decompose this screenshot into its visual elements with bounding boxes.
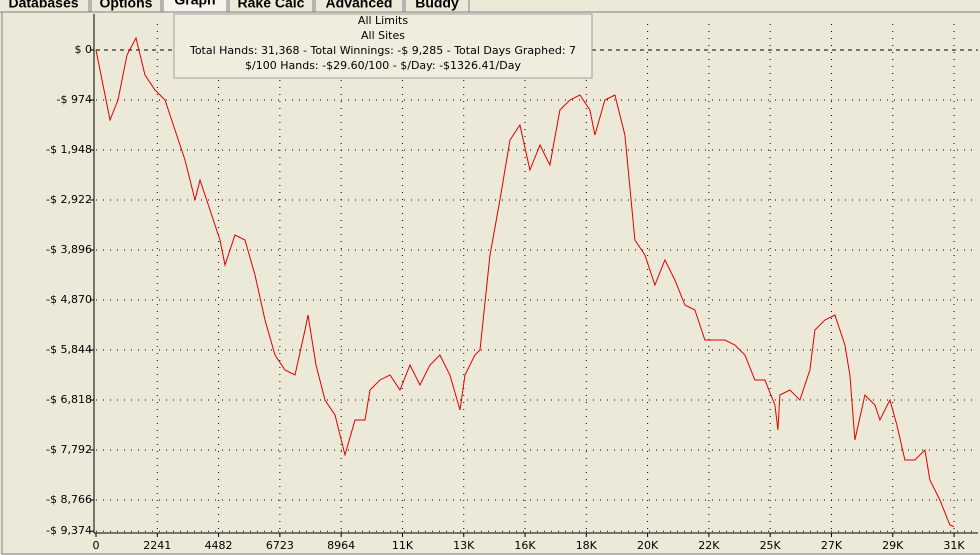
y-tick-label: -$ 4,870: [46, 293, 92, 306]
y-tick-label: -$ 3,896: [46, 243, 92, 256]
tab-label[interactable]: Advanced: [326, 0, 393, 11]
x-tick-label: 6723: [266, 539, 294, 552]
y-tick-label: -$ 9,374: [46, 524, 92, 537]
grid: $ 0 -$ 974 -$ 1,948 -$ 2,922 -$ 3,896 -$ 4,87…: [46, 14, 978, 552]
y-tick-label: -$ 1,948: [46, 143, 92, 156]
x-tick-label: 2241: [143, 539, 171, 552]
info: All Limits All Sites Total Hands: 31,368 -…: [189, 14, 576, 72]
info-line: Total Hands: 31,368 - Total Winnings: -$…: [189, 44, 576, 57]
x-tick-label: 8964: [327, 539, 355, 552]
x-tick-label: 27K: [821, 539, 843, 552]
tab-label[interactable]: Options: [100, 0, 153, 11]
plot: [95, 36, 955, 528]
info-line: $/100 Hands: -$29.60/100 - $/Day: -$1326…: [245, 59, 521, 72]
y-tick-label: -$ 5,844: [46, 343, 92, 356]
x-tick-label: 0: [93, 539, 100, 552]
x-tick-label: 18K: [576, 539, 598, 552]
x-tick-label: 20K: [637, 539, 659, 552]
x-tick-label: 4482: [205, 539, 233, 552]
x-tick-label: 11K: [392, 539, 414, 552]
tab-label[interactable]: Databases: [8, 0, 78, 11]
y-tick-label: -$ 8,766: [46, 493, 92, 506]
info-box: [173, 13, 593, 79]
winnings-line: [95, 36, 955, 528]
x-tick-label: 22K: [698, 539, 720, 552]
y-tick-label: -$ 6,818: [46, 393, 92, 406]
x-tick-label: 31K: [943, 539, 965, 552]
info-line: All Sites: [361, 29, 405, 42]
x-tick-label: 25K: [760, 539, 782, 552]
x-tick-label: 16K: [514, 539, 536, 552]
tab-label[interactable]: Buddy: [415, 0, 459, 11]
x-tick-label: 29K: [882, 539, 904, 552]
x-tick-label: 13K: [453, 539, 475, 552]
tab-label[interactable]: Graph: [174, 0, 215, 8]
tab-label[interactable]: Rake Calc: [238, 0, 305, 11]
graph-panel: [1, 11, 980, 555]
y-tick-label: -$ 2,922: [46, 193, 92, 206]
y-tick-label: -$ 974: [57, 93, 92, 106]
y-tick-label: -$ 7,792: [46, 443, 92, 456]
info-line: All Limits: [358, 14, 408, 27]
y-tick-label: $ 0: [75, 43, 93, 56]
